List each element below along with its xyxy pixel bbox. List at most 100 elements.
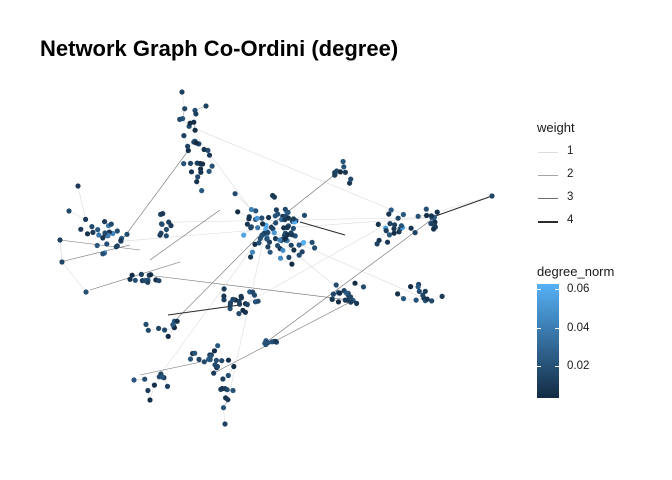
degree-colorbar (537, 284, 559, 398)
graph-node (163, 233, 169, 239)
weight-key-4 (538, 221, 558, 223)
graph-node (165, 333, 171, 339)
graph-node (163, 226, 169, 233)
graph-node (114, 243, 120, 249)
graph-node (181, 133, 187, 139)
edge (188, 126, 266, 230)
graph-node (255, 225, 261, 231)
graph-node (267, 249, 273, 255)
edge (234, 193, 252, 210)
edge (299, 221, 346, 236)
graph-node (158, 230, 164, 236)
edges (59, 91, 493, 425)
graph-node (268, 224, 274, 230)
graph-node (408, 284, 414, 290)
graph-node (213, 357, 219, 363)
graph-node (84, 231, 91, 237)
graph-node (376, 237, 382, 243)
graph-node (309, 239, 315, 245)
graph-node (185, 147, 191, 154)
graph-node (277, 255, 284, 261)
graph-node (387, 221, 393, 227)
edge (167, 304, 241, 316)
weight-key-1 (538, 152, 558, 153)
graph-node (348, 176, 354, 182)
graph-node (439, 293, 445, 299)
graph-node (348, 299, 354, 305)
graph-node (219, 358, 225, 364)
graph-node (83, 216, 89, 222)
graph-node (244, 301, 250, 308)
edge (121, 228, 266, 242)
graph-node (114, 228, 120, 234)
graph-node (273, 220, 279, 226)
edge (149, 274, 354, 301)
graph-node (193, 140, 199, 146)
graph-node (95, 227, 101, 233)
graph-node (386, 232, 392, 238)
edge (139, 359, 211, 376)
graph-node (415, 284, 421, 290)
graph-node (256, 240, 262, 246)
edge (213, 300, 354, 374)
graph-node (286, 254, 292, 260)
graph-node (282, 217, 288, 223)
graph-node (423, 206, 429, 212)
graph-node (168, 223, 174, 229)
graph-node (270, 192, 276, 199)
graph-node (57, 237, 63, 243)
graph-node (238, 293, 244, 299)
graph-node (395, 291, 401, 297)
graph-node (275, 211, 281, 217)
graph-node (174, 318, 180, 324)
graph-node (203, 103, 209, 109)
graph-node (200, 161, 206, 167)
graph-node (272, 236, 279, 242)
graph-node (132, 277, 138, 283)
graph-node (296, 252, 302, 258)
graph-node (185, 143, 191, 149)
graph-node (290, 225, 296, 231)
graph-node (129, 272, 135, 278)
graph-node (221, 286, 227, 292)
graph-node (118, 237, 124, 244)
colorbar-label-006: 0.06 (567, 283, 590, 295)
graph-node (340, 158, 346, 165)
graph-node (100, 251, 106, 257)
graph-node (413, 297, 419, 303)
edge (68, 210, 86, 220)
edge (77, 185, 86, 220)
graph-node (94, 242, 100, 249)
graph-node (398, 223, 404, 229)
graph-node (211, 348, 218, 354)
graph-node (400, 296, 407, 302)
graph-node (288, 242, 294, 248)
graph-node (138, 271, 144, 277)
edge (223, 407, 226, 425)
graph-node (220, 405, 227, 411)
graph-node (271, 230, 277, 236)
graph-node (244, 221, 250, 227)
graph-node (225, 372, 231, 379)
graph-node (246, 216, 252, 222)
graph-node (392, 222, 398, 228)
graph-node (249, 249, 256, 255)
graph-node (221, 293, 227, 299)
colorbar-tick-004 (537, 328, 541, 329)
graph-node (416, 288, 422, 294)
graph-node (187, 160, 194, 166)
nodes (57, 89, 495, 427)
graph-node (285, 209, 291, 215)
graph-node (330, 291, 336, 297)
colorbar-tick-006 (537, 289, 541, 290)
graph-node (108, 221, 114, 227)
graph-node (182, 106, 188, 112)
graph-node (383, 228, 389, 234)
graph-node (400, 211, 406, 218)
graph-node (412, 230, 418, 236)
graph-node (420, 292, 426, 298)
graph-node (408, 225, 414, 231)
edge (265, 228, 425, 299)
graph-node (342, 169, 348, 175)
degree-legend-title: degree_norm (537, 264, 615, 279)
